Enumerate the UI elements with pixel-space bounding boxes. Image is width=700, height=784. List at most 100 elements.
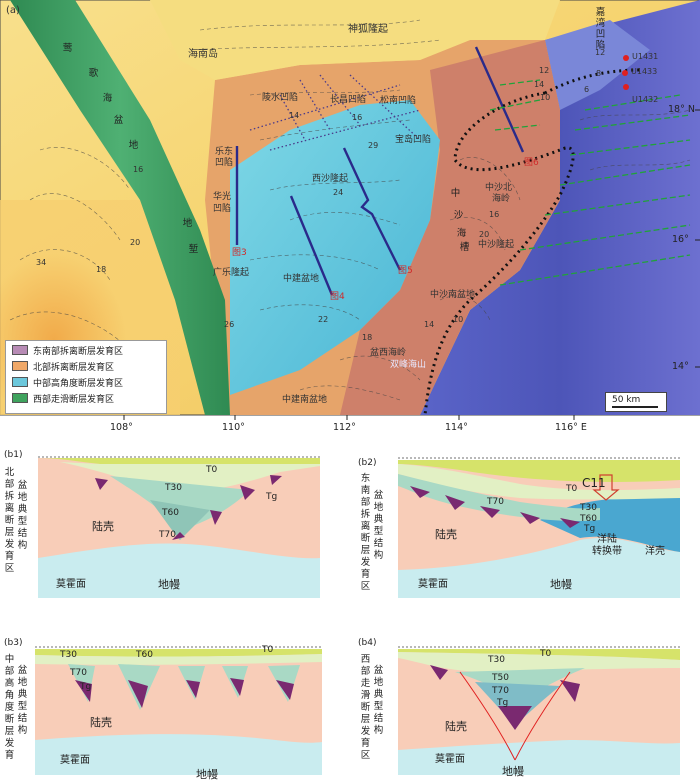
zhongsha-south-label: 中沙南盆地 bbox=[430, 290, 476, 300]
legend-swatch-north bbox=[12, 361, 28, 371]
b1-mantle: 地幔 bbox=[158, 578, 180, 591]
b4-side-1: 西 bbox=[360, 654, 371, 665]
fault-zone-1: 地 bbox=[182, 218, 193, 229]
b1-side2-4: 型 bbox=[17, 516, 28, 527]
b1-side-4: 离 bbox=[4, 503, 15, 514]
contour-label-7: 10 bbox=[453, 315, 464, 324]
b3-side2-6: 构 bbox=[17, 725, 28, 736]
b1-side2-1: 盆 bbox=[17, 480, 28, 491]
contour-label-21: 10 bbox=[540, 93, 551, 102]
b1-side-1: 北 bbox=[4, 467, 15, 478]
b2-side2-5: 结 bbox=[373, 538, 384, 549]
b1-side2-2: 地 bbox=[17, 492, 28, 503]
contour-label-6: 14 bbox=[424, 320, 435, 329]
b1-tg: Tg bbox=[266, 492, 278, 502]
contour-label-17: 8 bbox=[596, 69, 602, 78]
lingshui-label: 陵水凹陷 bbox=[262, 93, 299, 103]
legend-item-north: 北部拆离断层发育区 bbox=[12, 361, 114, 373]
yinggehai-char-5: 地 bbox=[128, 140, 139, 151]
lat-tick-14: 14° bbox=[672, 361, 689, 372]
lon-tick-116: 116° E bbox=[555, 422, 587, 433]
b1-side-7: 发 bbox=[4, 539, 15, 550]
jiaxiang-3: 凹 bbox=[595, 29, 606, 40]
b3-side2-5: 结 bbox=[17, 713, 28, 724]
b2-side2-6: 构 bbox=[373, 550, 384, 561]
yinggehai-char-1: 莺 bbox=[62, 43, 73, 54]
guangle-label: 广乐隆起 bbox=[213, 268, 250, 278]
b2-side2-2: 地 bbox=[373, 502, 384, 513]
b3-side-7: 层 bbox=[4, 726, 15, 737]
contour-label-4: 22 bbox=[318, 315, 329, 324]
b2-side-2: 南 bbox=[360, 485, 371, 496]
well-u1433: U1433 bbox=[631, 67, 658, 76]
b2-t70: T70 bbox=[487, 497, 504, 507]
section-fig5: 图5 bbox=[398, 266, 413, 276]
b2-transition-2: 转换带 bbox=[592, 546, 622, 557]
scale-bar-line bbox=[612, 406, 658, 408]
contour-label-16: 12 bbox=[595, 48, 606, 57]
b3-label: (b3) bbox=[4, 638, 23, 648]
b1-t70: T70 bbox=[159, 530, 176, 540]
b4-side2-5: 结 bbox=[373, 713, 384, 724]
well-u1432: U1432 bbox=[632, 95, 659, 104]
fault-zone-2: 堑 bbox=[188, 244, 199, 255]
b4-side2-1: 盆 bbox=[373, 665, 384, 676]
b1-label: (b1) bbox=[4, 450, 23, 460]
b3-side2-1: 盆 bbox=[17, 665, 28, 676]
b4-side-7: 发 bbox=[360, 726, 371, 737]
b2-side-3: 部 bbox=[360, 497, 371, 508]
b4-side2-4: 型 bbox=[373, 701, 384, 712]
jiaxiang-1: 嘉 bbox=[595, 7, 606, 18]
b2-side-1: 东 bbox=[360, 473, 371, 484]
section-b2 bbox=[398, 457, 680, 598]
huaguang-label-2: 凹陷 bbox=[213, 204, 232, 214]
b3-t60: T60 bbox=[136, 650, 153, 660]
changchang-label: 长昌凹陷 bbox=[330, 95, 367, 105]
b2-transition-1: 洋陆 bbox=[597, 534, 617, 545]
b4-side-9: 区 bbox=[360, 750, 371, 761]
ledong-label-1: 乐东 bbox=[215, 147, 234, 157]
b1-side-6: 层 bbox=[4, 527, 15, 538]
jiaxiang-4: 陷 bbox=[595, 40, 606, 51]
legend-item-central: 中部高角度断层发育区 bbox=[12, 377, 123, 389]
contour-label-8: 16 bbox=[489, 210, 500, 219]
legend-item-west: 西部走滑断层发育区 bbox=[12, 393, 114, 405]
b4-crust: 陆壳 bbox=[445, 720, 467, 733]
b1-side-3: 拆 bbox=[4, 491, 15, 502]
b3-mantle: 地幔 bbox=[196, 768, 218, 781]
b2-crust: 陆壳 bbox=[435, 528, 457, 541]
section-fig4: 图4 bbox=[330, 292, 345, 302]
section-fig6: 图6 bbox=[524, 158, 539, 168]
b3-side-1: 中 bbox=[4, 654, 15, 665]
section-b1 bbox=[38, 456, 320, 598]
b1-side2-6: 构 bbox=[17, 540, 28, 551]
scale-bar-label: 50 km bbox=[612, 395, 641, 405]
section-b4 bbox=[398, 646, 680, 775]
scale-bar: 50 km bbox=[605, 392, 667, 412]
b1-t60: T60 bbox=[162, 508, 179, 518]
b4-side2-2: 地 bbox=[373, 677, 384, 688]
b2-t60: T60 bbox=[580, 514, 597, 524]
b2-side-8: 发 bbox=[360, 557, 371, 568]
contour-label-1: 16 bbox=[133, 165, 144, 174]
yinggehai-char-4: 盆 bbox=[113, 115, 124, 126]
b2-t0: T0 bbox=[566, 484, 578, 494]
yinggehai-char-3: 海 bbox=[102, 93, 113, 104]
songnan-label: 松南凹陷 bbox=[380, 96, 417, 106]
b3-side-2: 部 bbox=[4, 666, 15, 677]
b2-side-10: 区 bbox=[360, 581, 371, 592]
zhongsha-trough-1: 中 bbox=[450, 188, 461, 199]
b2-side-9: 育 bbox=[360, 569, 371, 580]
b4-label: (b4) bbox=[358, 638, 377, 648]
contour-label-14: 18 bbox=[96, 265, 107, 274]
hainan-label: 海南岛 bbox=[188, 49, 218, 60]
b1-side-8: 育 bbox=[4, 551, 15, 562]
b2-mantle: 地幔 bbox=[550, 578, 572, 591]
jiaxiang-2: 湾 bbox=[595, 18, 606, 29]
well-u1431: U1431 bbox=[632, 52, 659, 61]
b2-side-7: 层 bbox=[360, 545, 371, 556]
zhongsha-north-label-2: 海岭 bbox=[492, 194, 511, 204]
b1-side-5: 断 bbox=[4, 515, 15, 526]
xinan-ridge-label: 盆西海岭 bbox=[370, 348, 407, 358]
contour-label-5: 18 bbox=[362, 333, 373, 342]
